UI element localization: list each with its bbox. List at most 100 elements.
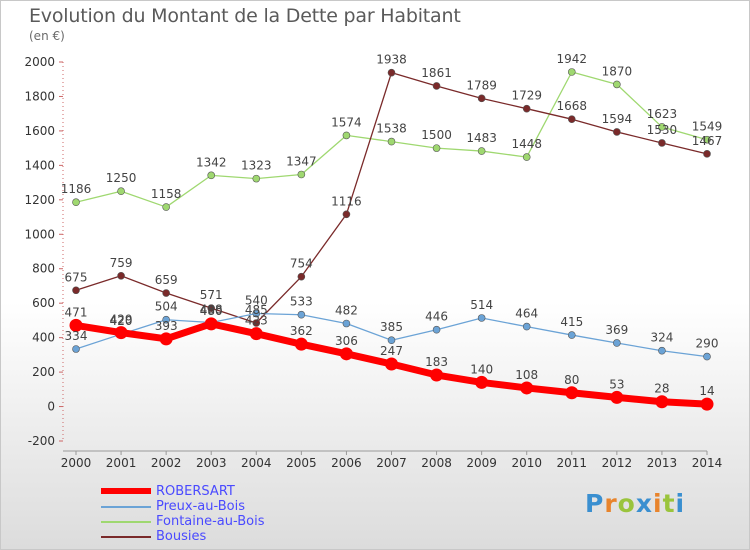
data-point (565, 386, 579, 400)
data-point (162, 203, 170, 211)
data-label: 1789 (466, 78, 497, 92)
data-label: 471 (65, 305, 88, 319)
data-point (162, 315, 170, 324)
data-point (159, 332, 173, 346)
data-label: 540 (245, 294, 268, 308)
data-point (475, 375, 489, 389)
x-tick-label: 2005 (286, 456, 317, 470)
data-label: 1668 (557, 99, 588, 113)
data-point (703, 135, 711, 144)
data-point (342, 210, 351, 219)
data-point (162, 289, 170, 297)
data-label: 504 (155, 300, 178, 314)
data-label: 28 (654, 382, 669, 396)
legend-swatch-bousies (101, 536, 151, 538)
data-point (297, 170, 306, 179)
data-point (658, 139, 666, 147)
x-tick-label: 2013 (647, 456, 678, 470)
data-label: 1594 (602, 112, 633, 126)
y-tick-label: 1800 (24, 89, 55, 103)
data-point (387, 68, 396, 77)
x-tick-label: 2006 (331, 456, 362, 470)
x-tick-label: 2007 (376, 456, 407, 470)
data-label: 514 (470, 298, 493, 312)
data-label: 334 (65, 329, 88, 343)
data-label: 675 (65, 270, 88, 284)
data-point (342, 319, 351, 328)
data-label: 1467 (692, 134, 723, 148)
data-point (658, 123, 666, 131)
data-label: 362 (290, 324, 313, 338)
data-point (387, 137, 396, 146)
data-point (522, 104, 531, 113)
y-tick-label: 400 (32, 331, 55, 345)
data-point (72, 286, 80, 295)
data-label: 1729 (511, 89, 542, 103)
data-point (297, 272, 306, 281)
data-point (387, 336, 396, 345)
data-label: 1574 (331, 115, 362, 129)
data-point (613, 80, 621, 89)
data-point (72, 345, 80, 353)
data-label: 571 (200, 288, 223, 302)
data-label: 385 (380, 320, 403, 334)
data-label: 420 (110, 314, 133, 328)
data-label: 53 (609, 377, 624, 391)
data-point (72, 198, 80, 207)
data-point (477, 94, 486, 103)
data-label: 1342 (196, 155, 227, 169)
data-point (703, 150, 711, 158)
data-point (477, 314, 486, 322)
data-label: 80 (564, 373, 579, 387)
x-tick-label: 2014 (692, 456, 723, 470)
y-tick-label: 1200 (24, 193, 55, 207)
legend-label-bousies: Bousies (156, 529, 207, 544)
data-label: 488 (200, 302, 223, 316)
data-label: 485 (245, 303, 268, 317)
data-label: 369 (605, 323, 628, 337)
data-point (69, 318, 83, 332)
data-label: 1549 (692, 120, 723, 134)
x-tick-label: 2004 (241, 456, 272, 470)
data-label: 290 (696, 337, 719, 351)
data-point (567, 115, 576, 123)
data-label: 393 (155, 319, 178, 333)
data-label: 1538 (376, 122, 407, 136)
data-point (610, 390, 624, 404)
x-tick-label: 2008 (421, 456, 452, 470)
data-point (294, 337, 308, 351)
y-tick-label: -200 (28, 434, 55, 448)
x-tick-label: 2009 (466, 456, 497, 470)
data-point (117, 187, 125, 196)
data-point (613, 339, 621, 347)
data-point (700, 397, 714, 411)
data-label: 1186 (61, 182, 92, 196)
x-tick-label: 2003 (196, 456, 227, 470)
data-label: 1861 (421, 66, 452, 80)
y-tick-label: 2000 (24, 55, 55, 69)
legend-label-robersart: ROBERSART (156, 484, 235, 499)
x-tick-label: 2012 (602, 456, 633, 470)
data-label: 480 (200, 304, 223, 318)
data-point (207, 171, 216, 180)
chart-title: Evolution du Montant de la Dette par Hab… (29, 5, 461, 27)
data-point (207, 304, 216, 312)
data-label: 446 (425, 310, 448, 324)
legend-swatch-preux (101, 506, 151, 508)
data-label: 1448 (511, 137, 542, 151)
data-label: 183 (425, 355, 448, 369)
data-point (658, 346, 666, 355)
data-label: 1500 (421, 128, 452, 142)
y-tick-label: 600 (32, 296, 55, 310)
data-label: 1116 (331, 194, 362, 208)
data-label: 1347 (286, 154, 317, 168)
data-label: 1623 (647, 107, 678, 121)
data-label: 759 (110, 256, 133, 270)
x-tick-label: 2001 (106, 456, 137, 470)
data-label: 1870 (602, 64, 633, 78)
data-label: 247 (380, 344, 403, 358)
data-label: 464 (515, 307, 538, 321)
proxiti-logo: Proxiti (585, 489, 686, 518)
